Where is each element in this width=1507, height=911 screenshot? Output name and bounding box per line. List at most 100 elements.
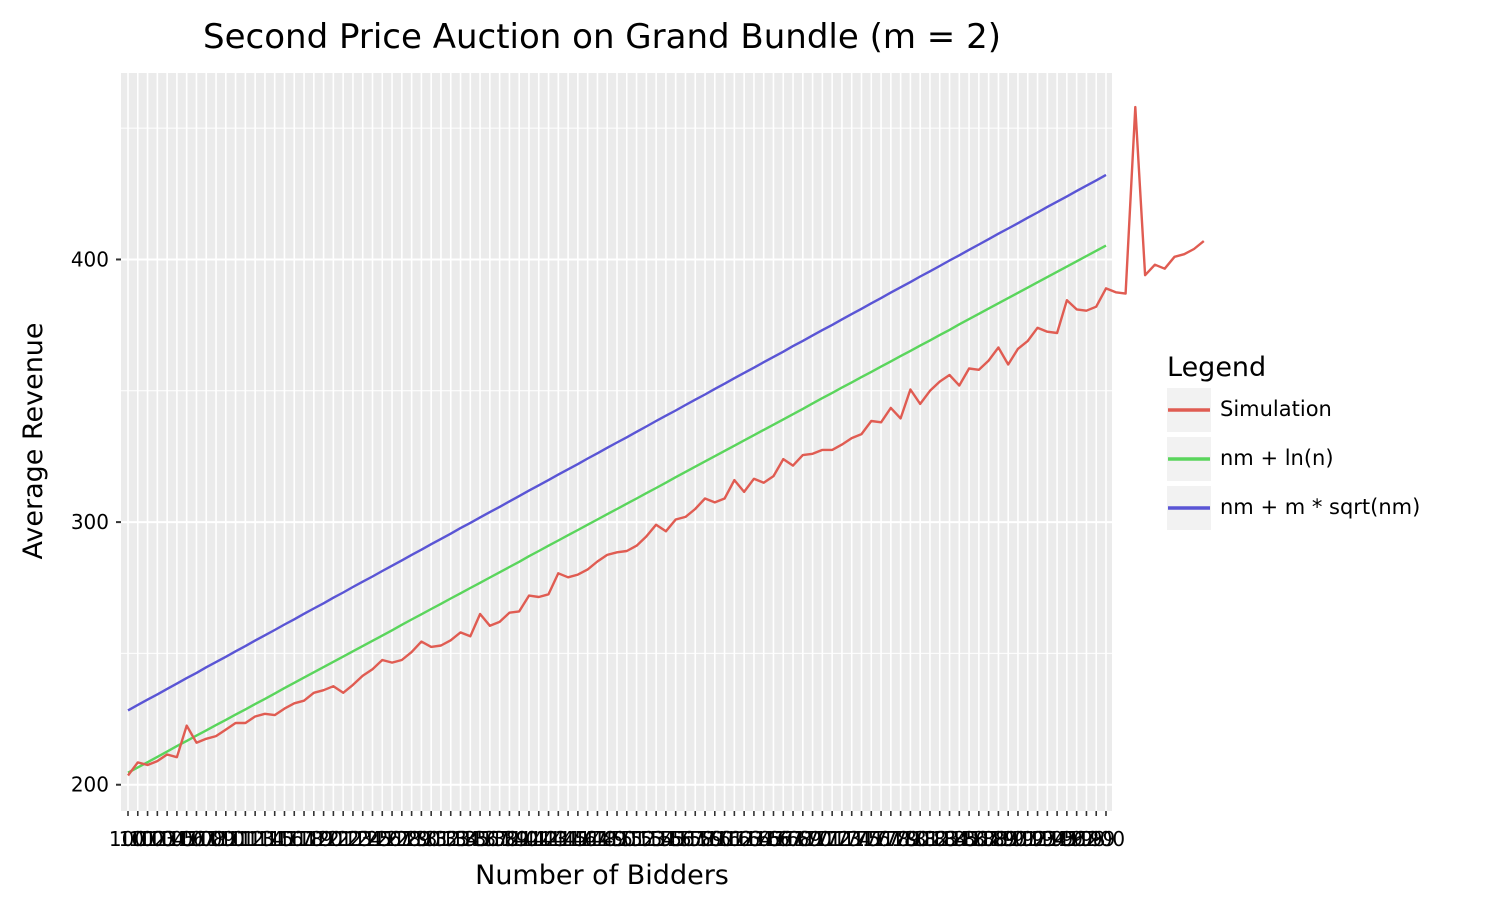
x-tick-label: 177 xyxy=(862,827,900,851)
x-tick-label: 163 xyxy=(725,827,763,851)
legend-title: Legend xyxy=(1167,352,1266,383)
x-tick-label: 141 xyxy=(510,827,548,851)
x-tick-label: 157 xyxy=(666,827,704,851)
x-tick-label: 136 xyxy=(461,827,499,851)
series-line-1 xyxy=(127,244,1107,774)
series-line-2 xyxy=(127,173,1107,712)
x-tick-label: 142 xyxy=(520,827,558,851)
x-tick-label: 156 xyxy=(657,827,695,851)
x-tick-label: 200 xyxy=(1087,827,1125,851)
x-tick-label: 164 xyxy=(735,827,773,851)
x-tick-label: 111 xyxy=(216,827,254,851)
x-tick-label: 133 xyxy=(432,827,470,851)
x-tick-label: 100 xyxy=(109,827,147,851)
x-tick-label: 143 xyxy=(529,827,567,851)
x-tick-label: 127 xyxy=(373,827,411,851)
x-axis-title: Number of Bidders xyxy=(475,860,729,891)
x-tick-label: 125 xyxy=(353,827,391,851)
x-tick-label: 174 xyxy=(833,827,871,851)
x-tick-label: 184 xyxy=(930,827,968,851)
x-tick-label: 128 xyxy=(383,827,421,851)
legend-label-nm-sqrt: nm + m * sqrt(nm) xyxy=(1220,495,1420,519)
x-tick-label: 140 xyxy=(500,827,538,851)
x-tick-label: 199 xyxy=(1077,827,1115,851)
x-tick-label: 160 xyxy=(696,827,734,851)
x-tick-label: 158 xyxy=(676,827,714,851)
x-tick-label: 197 xyxy=(1058,827,1096,851)
x-tick-label: 120 xyxy=(305,827,343,851)
x-tick-label: 188 xyxy=(970,827,1008,851)
x-tick-label: 119 xyxy=(295,827,333,851)
x-tick-label: 168 xyxy=(774,827,812,851)
x-tick-label: 104 xyxy=(148,827,186,851)
x-tick-label: 189 xyxy=(979,827,1017,851)
y-axis-title: Average Revenue xyxy=(18,322,49,559)
x-tick-label: 193 xyxy=(1018,827,1056,851)
x-tick-label: 139 xyxy=(490,827,528,851)
y-tick-label: 300 xyxy=(71,510,109,534)
x-tick-label: 131 xyxy=(412,827,450,851)
x-tick-label: 103 xyxy=(138,827,176,851)
x-tick-label: 153 xyxy=(627,827,665,851)
legend-entry-nm-ln: nm + ln(n) xyxy=(1167,437,1334,481)
x-tick-label: 115 xyxy=(256,827,294,851)
x-tick-label: 122 xyxy=(324,827,362,851)
x-tick-label: 151 xyxy=(608,827,646,851)
legend-label-simulation: Simulation xyxy=(1220,397,1332,421)
x-tick-label: 178 xyxy=(872,827,910,851)
x-tick-label: 195 xyxy=(1038,827,1076,851)
x-tick-label: 194 xyxy=(1028,827,1066,851)
y-tick-label: 400 xyxy=(71,247,109,271)
x-tick-label: 114 xyxy=(246,827,284,851)
x-tick-label: 130 xyxy=(402,827,440,851)
x-tick-label: 186 xyxy=(950,827,988,851)
x-tick-label: 137 xyxy=(471,827,509,851)
x-tick-label: 134 xyxy=(441,827,479,851)
x-tick-label: 170 xyxy=(794,827,832,851)
x-tick-label: 183 xyxy=(921,827,959,851)
x-tick-label: 144 xyxy=(539,827,577,851)
x-tick-label: 190 xyxy=(989,827,1027,851)
x-tick-label: 159 xyxy=(686,827,724,851)
legend-entry-simulation: Simulation xyxy=(1167,388,1332,432)
x-tick-label: 112 xyxy=(226,827,264,851)
x-tick-label: 148 xyxy=(578,827,616,851)
x-tick-label: 162 xyxy=(715,827,753,851)
x-tick-label: 161 xyxy=(705,827,743,851)
x-tick-label: 117 xyxy=(275,827,313,851)
x-tick-label: 179 xyxy=(882,827,920,851)
x-tick-label: 146 xyxy=(559,827,597,851)
series-line-0 xyxy=(127,105,1205,777)
x-tick-label: 196 xyxy=(1048,827,1086,851)
x-tick-label: 102 xyxy=(128,827,166,851)
x-tick-label: 116 xyxy=(265,827,303,851)
x-tick-label: 191 xyxy=(999,827,1037,851)
x-tick-label: 106 xyxy=(168,827,206,851)
x-tick-label: 124 xyxy=(344,827,382,851)
x-tick-label: 182 xyxy=(911,827,949,851)
x-tick-label: 138 xyxy=(481,827,519,851)
x-tick-label: 107 xyxy=(177,827,215,851)
x-tick-label: 135 xyxy=(451,827,489,851)
x-tick-label: 149 xyxy=(588,827,626,851)
x-tick-label: 108 xyxy=(187,827,225,851)
x-tick-label: 132 xyxy=(422,827,460,851)
x-tick-label: 165 xyxy=(745,827,783,851)
x-tick-label: 187 xyxy=(960,827,998,851)
x-tick-label: 198 xyxy=(1067,827,1105,851)
x-tick-label: 169 xyxy=(784,827,822,851)
x-tick-label: 105 xyxy=(158,827,196,851)
x-tick-label: 171 xyxy=(803,827,841,851)
y-tick-label: 200 xyxy=(71,773,109,797)
chart-title: Second Price Auction on Grand Bundle (m … xyxy=(203,17,1001,57)
x-tick-label: 180 xyxy=(891,827,929,851)
x-tick-label: 123 xyxy=(334,827,372,851)
x-tick-label: 185 xyxy=(940,827,978,851)
x-tick-label: 150 xyxy=(598,827,636,851)
x-tick-label: 152 xyxy=(617,827,655,851)
x-tick-label: 173 xyxy=(823,827,861,851)
x-tick-label: 121 xyxy=(314,827,352,851)
legend-label-nm-ln: nm + ln(n) xyxy=(1220,446,1334,470)
x-tick-label: 154 xyxy=(637,827,675,851)
